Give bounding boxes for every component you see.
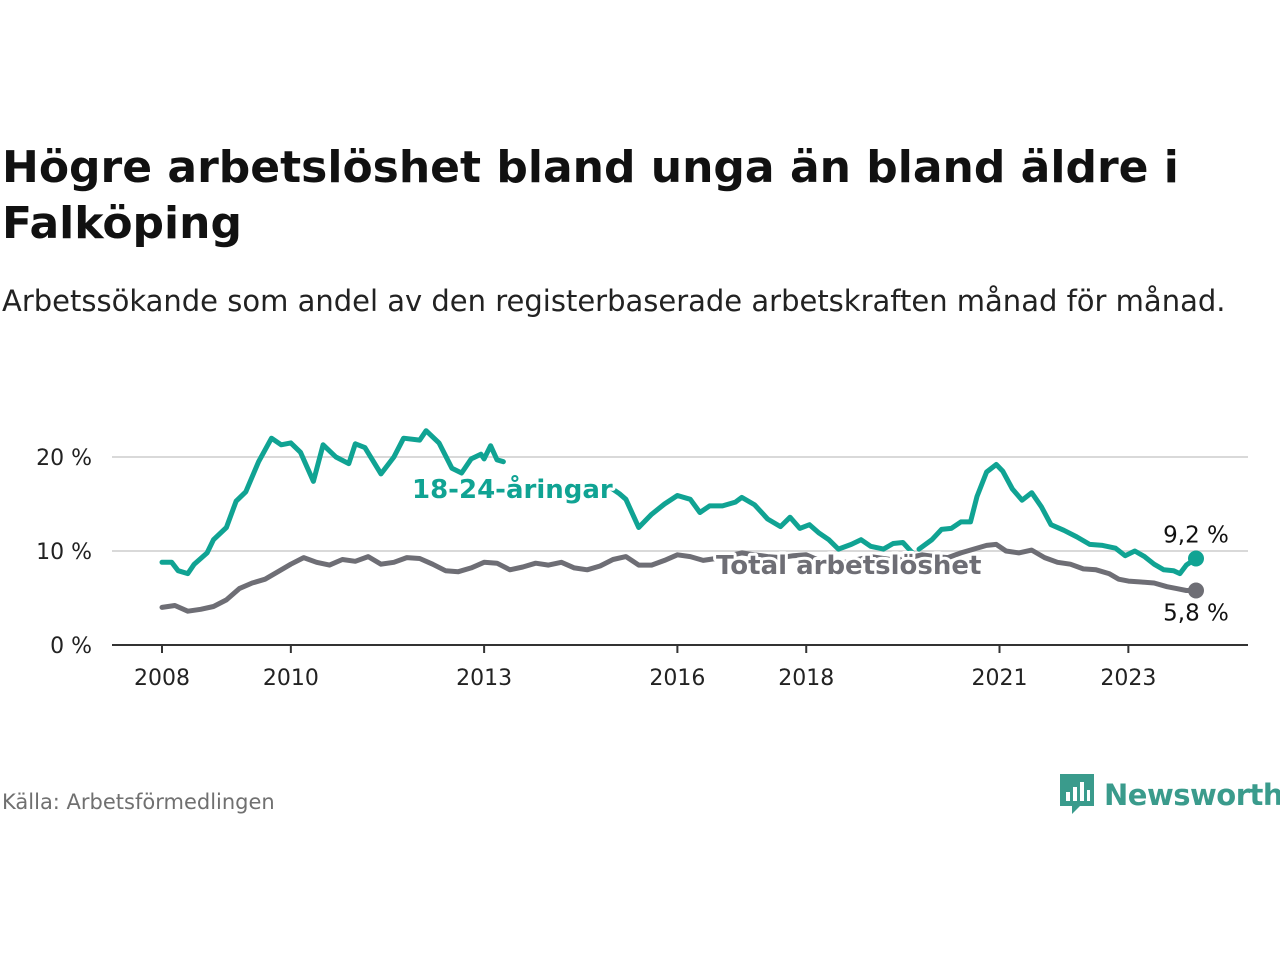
series-line-youth	[607, 484, 915, 556]
source-note: Källa: Arbetsförmedlingen	[2, 790, 275, 814]
chart-title: Högre arbetslöshet bland unga än bland ä…	[2, 142, 1179, 249]
end-label-youth: 9,2 %	[1163, 523, 1229, 549]
series-line-youth	[916, 462, 1199, 577]
series-label-youth: 18-24-åringar	[412, 473, 613, 505]
line-chart: 0 % 10 % 20 % 2008 2010 2013 2016 2018 2021 2023 9…	[36, 428, 1248, 691]
x-tick-label: 2021	[972, 666, 1028, 691]
brand-name: Newsworthy	[1104, 778, 1280, 812]
x-tick-label: 2010	[263, 666, 319, 691]
series-label-total: Total arbetslöshet	[716, 551, 981, 581]
x-tick-label: 2016	[649, 666, 705, 691]
y-tick-label: 0 %	[50, 634, 92, 659]
newsworthy-logo-icon	[1060, 774, 1094, 814]
x-tick-label: 2023	[1100, 666, 1156, 691]
newsworthy-logo: Newsworthy	[1058, 772, 1280, 818]
end-marker-youth	[1188, 550, 1204, 567]
x-tick-label: 2013	[456, 666, 512, 691]
series-line-youth	[159, 428, 506, 577]
y-tick-label: 20 %	[36, 446, 92, 471]
y-tick-label: 10 %	[36, 540, 92, 565]
series-line-total	[159, 541, 1199, 614]
end-marker-total	[1188, 582, 1204, 599]
end-label-total: 5,8 %	[1163, 600, 1229, 626]
chart-subtitle: Arbetssökande som andel av den registerb…	[2, 284, 1226, 318]
x-tick-label: 2008	[134, 666, 190, 691]
x-tick-label: 2018	[778, 666, 834, 691]
